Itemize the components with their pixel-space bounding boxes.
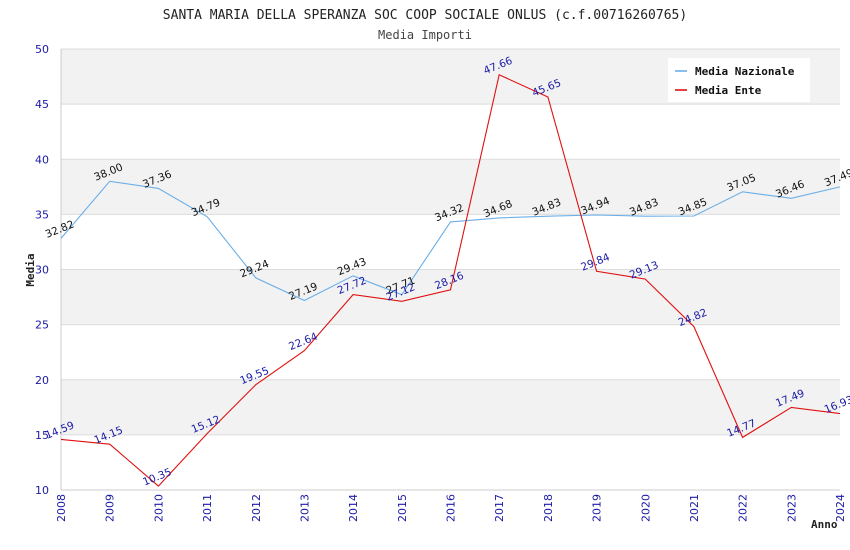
x-tick-label: 2011 — [201, 494, 214, 522]
plot-band — [61, 104, 840, 160]
y-tick-label: 10 — [35, 484, 49, 497]
plot-background-bands — [61, 49, 840, 490]
y-tick-label: 30 — [35, 264, 49, 277]
legend-box — [668, 58, 810, 102]
x-tick-label: 2013 — [298, 494, 311, 522]
series-line-media-ente — [60, 74, 841, 487]
plot-band — [61, 434, 840, 490]
y-tick-label: 40 — [35, 153, 49, 166]
axes: 10 15 20 25 30 35 40 45 50 2008 2009 2010 2011 2012 20… — [35, 43, 847, 522]
x-tick-label: 2017 — [493, 494, 506, 522]
y-tick-label: 50 — [35, 43, 49, 56]
x-tick-label: 2021 — [688, 494, 701, 522]
x-tick-label: 2024 — [834, 494, 847, 522]
series-line-media-nazionale — [60, 180, 841, 302]
legend-entry: Media Nazionale — [695, 65, 795, 78]
plot-band — [61, 214, 840, 270]
chart-title: SANTA MARIA DELLA SPERANZA SOC COOP SOCI… — [163, 8, 687, 23]
legend: Media Nazionale Media Ente — [668, 58, 810, 102]
y-axis-label: Media — [24, 253, 37, 286]
x-tick-label: 2010 — [152, 494, 165, 522]
x-tick-label: 2015 — [396, 494, 409, 522]
y-tick-label: 35 — [35, 208, 49, 221]
y-tick-label: 45 — [35, 98, 49, 111]
series-lines — [60, 74, 841, 487]
legend-entry: Media Ente — [695, 84, 762, 97]
y-tick-label: 20 — [35, 374, 49, 387]
chart-subtitle: Media Importi — [378, 28, 472, 42]
plot-band — [61, 159, 840, 215]
x-tick-label: 2016 — [445, 494, 458, 522]
x-tick-label: 2020 — [639, 494, 652, 522]
y-tick-label: 25 — [35, 319, 49, 332]
x-tick-label: 2018 — [542, 494, 555, 522]
x-axis-label: Anno — [811, 518, 838, 531]
plot-band — [61, 379, 840, 435]
plot-band — [61, 269, 840, 325]
x-tick-label: 2022 — [737, 494, 750, 522]
x-tick-label: 2008 — [55, 494, 68, 522]
x-tick-label: 2014 — [347, 494, 360, 522]
x-tick-label: 2012 — [250, 494, 263, 522]
x-tick-label: 2023 — [785, 494, 798, 522]
y-tick-label: 15 — [35, 429, 49, 442]
x-tick-label: 2009 — [104, 494, 117, 522]
x-tick-label: 2019 — [591, 494, 604, 522]
plot-band — [61, 324, 840, 380]
